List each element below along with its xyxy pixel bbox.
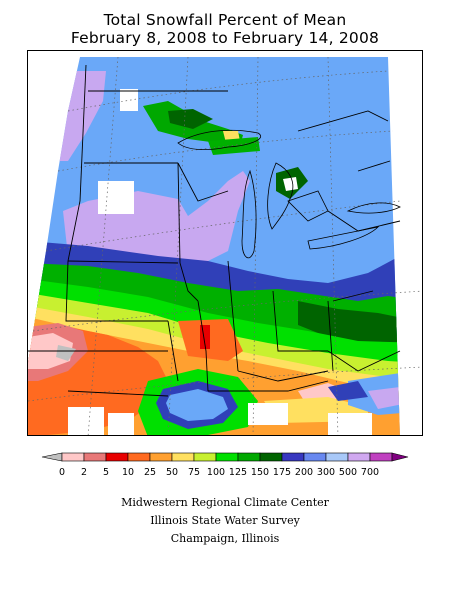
region-white-dakota [98,181,134,214]
legend-tick-label: 75 [188,467,200,478]
legend-swatch [347,452,371,462]
legend-tick-label: 50 [166,467,178,478]
region-dkgreen-superior [168,109,213,129]
region-purple-se [368,387,400,409]
credit-line-3: Champaign, Illinois [170,532,280,545]
legend-swatch [237,452,261,462]
region-white-michigan [283,177,298,191]
region-green-se [400,387,423,423]
lat-lon-grid [28,56,422,435]
legend-swatch [105,452,129,462]
legend-swatch [171,452,195,462]
map-title: Total Snowfall Percent of Mean [103,11,347,29]
region-gray-kansas [56,345,76,361]
state-boundaries [28,64,401,397]
legend-tick-label: 25 [144,467,156,478]
legend-arrow-high [391,452,409,462]
region-blue-south [166,389,228,421]
legend-tick-label: 5 [103,467,109,478]
legend-tick-label: 0 [59,467,65,478]
legend-swatch [127,452,151,462]
legend-tick-label: 150 [251,467,269,478]
legend-swatch [259,452,283,462]
credit-line-1: Midwestern Regional Climate Center [121,496,329,509]
legend-swatch [303,452,327,462]
legend-tick-label: 125 [229,467,247,478]
legend-tick-label: 700 [361,467,379,478]
region-green-up [208,137,260,155]
legend-swatch [215,452,239,462]
legend-tick-label: 500 [339,467,357,478]
legend-arrow-low [41,452,63,462]
credit-line-2: Illinois State Water Survey [150,514,300,527]
region-white-ky [248,403,288,425]
legend-swatch [281,452,305,462]
legend-swatch [61,452,85,462]
legend-tick-label: 300 [317,467,335,478]
region-white-sw [68,407,104,435]
legend-swatch [369,452,393,462]
region-white-mo [108,413,134,435]
great-lakes-outline [177,129,401,259]
legend-swatch [149,452,173,462]
legend-tick-label: 175 [273,467,291,478]
legend-swatch [83,452,107,462]
legend-tick-label: 10 [122,467,134,478]
legend-swatch [193,452,217,462]
snowfall-color-fill [28,57,423,435]
color-legend: 0 2 5 10 25 50 75 100 125 150 175 200 300 500 700 [40,451,410,487]
region-redorange-illinois [178,319,243,361]
snowfall-map [27,50,423,436]
region-white-va [328,413,372,435]
region-purple-plains [63,171,250,266]
legend-swatch [325,452,349,462]
legend-tick-label: 2 [81,467,87,478]
map-date-range: February 8, 2008 to February 14, 2008 [70,29,380,47]
legend-tick-label: 100 [207,467,225,478]
region-darkblue-se [328,381,368,401]
region-white-north [120,89,138,111]
legend-tick-label: 200 [295,467,313,478]
